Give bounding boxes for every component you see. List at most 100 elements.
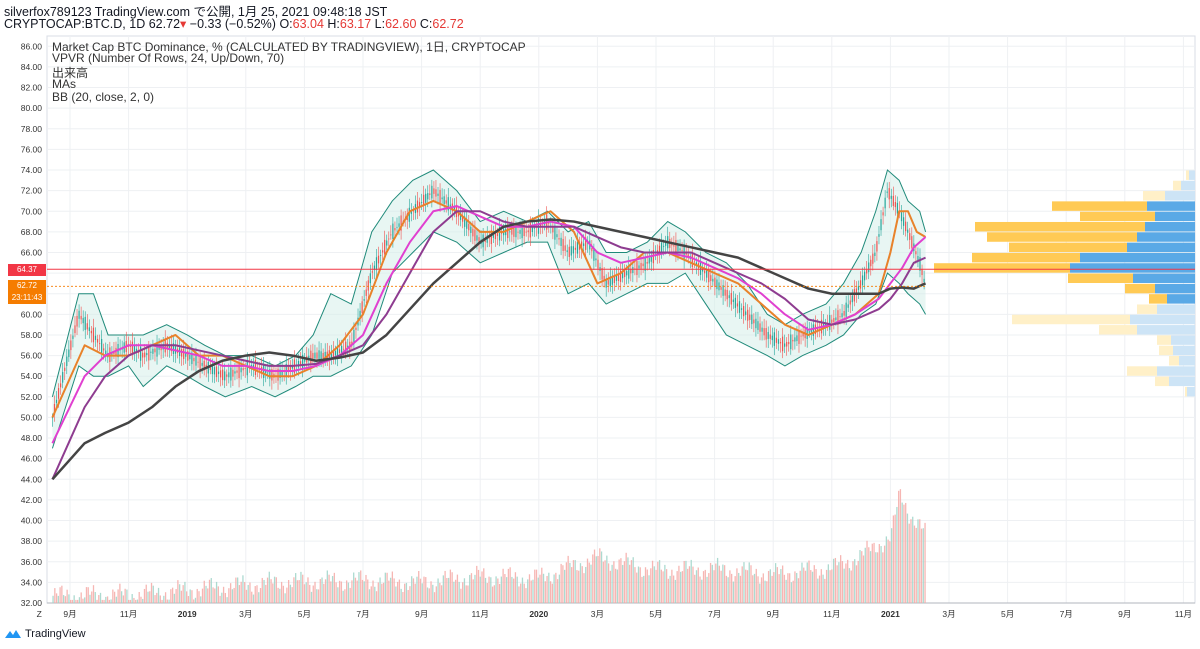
candle-body (638, 265, 640, 269)
x-tick-label: 5月 (649, 609, 662, 619)
candle-body (765, 328, 767, 340)
candle-body (527, 230, 529, 233)
candle-body (578, 243, 581, 250)
candle-body (533, 227, 536, 229)
volume-bar (873, 542, 875, 603)
ma-mid-line (51, 205, 927, 444)
candle-body (215, 366, 218, 378)
volume-bar (268, 571, 270, 603)
volume-bar (119, 583, 121, 603)
volume-bar (256, 585, 258, 603)
volume-bar (748, 562, 750, 603)
volume-bar (507, 568, 510, 603)
volume-bar (319, 579, 321, 603)
x-tick-label: 7月 (708, 609, 721, 619)
volume-bar (340, 581, 343, 603)
candle-body (271, 369, 273, 381)
volume-bar (395, 586, 397, 603)
volume-bar (889, 541, 891, 603)
volume-bar (614, 568, 617, 603)
volume-bar (810, 570, 812, 603)
candle-body (531, 226, 533, 232)
candle-body (718, 282, 720, 291)
candle-body (798, 330, 800, 344)
volume-bar (490, 577, 492, 603)
volume-bar (112, 589, 114, 603)
volume-profile-up-bar (1127, 242, 1195, 253)
volume-bar (126, 589, 128, 603)
volume-bar (467, 585, 469, 603)
candle-body (595, 258, 597, 261)
candle-body (716, 279, 718, 290)
volume-bar (458, 581, 460, 603)
volume-bar (581, 566, 583, 603)
volume-bar (509, 567, 511, 603)
volume-bar (293, 577, 295, 603)
candle-body (183, 348, 185, 359)
volume-bar (660, 569, 662, 603)
candle-body (425, 193, 427, 203)
volume-profile-down-bar (1099, 325, 1137, 335)
tradingview-logo[interactable]: TradingView (4, 628, 86, 640)
volume-bar (150, 582, 153, 603)
volume-bar (848, 568, 851, 603)
volume-bar (890, 528, 893, 603)
candle-body (154, 348, 156, 353)
candle-body (375, 257, 378, 271)
volume-bar (922, 528, 924, 603)
volume-bar (314, 581, 316, 603)
candle-body (773, 332, 775, 346)
y-tick-label: 66.00 (21, 247, 43, 257)
x-tick-label: 3月 (942, 609, 955, 619)
volume-bar (708, 573, 710, 603)
indicator-bb[interactable]: BB (20, close, 2, 0) (52, 90, 155, 104)
y-tick-label: 60.00 (21, 309, 43, 319)
candle-body (663, 245, 665, 247)
candle-body (767, 332, 769, 339)
volume-bar (602, 561, 604, 603)
volume-bar (671, 569, 673, 603)
indicator-volume[interactable]: 出来高 (52, 66, 89, 80)
volume-profile-down-bar (1155, 376, 1169, 387)
candle-body (825, 323, 827, 327)
volume-bar (632, 557, 634, 603)
volume-bar (437, 578, 439, 603)
volume-profile-up-bar (1171, 335, 1195, 345)
volume-bar (732, 581, 735, 603)
volume-bar (135, 599, 137, 603)
volume-bar (416, 576, 418, 603)
candle-body (64, 367, 66, 371)
volume-profile-down-bar (987, 232, 1137, 242)
candle-body (199, 357, 201, 370)
volume-bar (462, 582, 464, 603)
volume-bar (676, 571, 678, 603)
volume-bar (425, 577, 427, 603)
indicator-vpvr[interactable]: VPVR (Number Of Rows, 24, Up/Down, 70) (52, 51, 285, 65)
candle-body (498, 226, 501, 241)
volume-bar (722, 564, 724, 603)
candle-body (416, 200, 419, 213)
candle-body (189, 355, 191, 360)
candle-body (394, 228, 396, 231)
indicator-main[interactable]: Market Cap BTC Dominance, % (CALCULATED … (52, 40, 526, 54)
volume-bar (544, 581, 546, 603)
volume-bar (868, 547, 870, 603)
candle-body (201, 362, 203, 366)
candle-body (749, 314, 751, 320)
candle-body (88, 327, 90, 331)
indicator-mas[interactable]: MAs (52, 77, 76, 91)
candle-body (781, 336, 784, 352)
volume-bar (280, 581, 283, 603)
volume-bar (572, 560, 575, 603)
volume-bar (913, 525, 916, 603)
volume-bar (622, 564, 624, 603)
candle-body (712, 278, 714, 282)
volume-bar (484, 577, 487, 603)
volume-bar (128, 599, 130, 603)
volume-bar (644, 567, 647, 603)
volume-bar (774, 563, 777, 603)
volume-bar (240, 581, 242, 603)
volume-bar (746, 570, 749, 603)
volume-bar (251, 591, 253, 603)
